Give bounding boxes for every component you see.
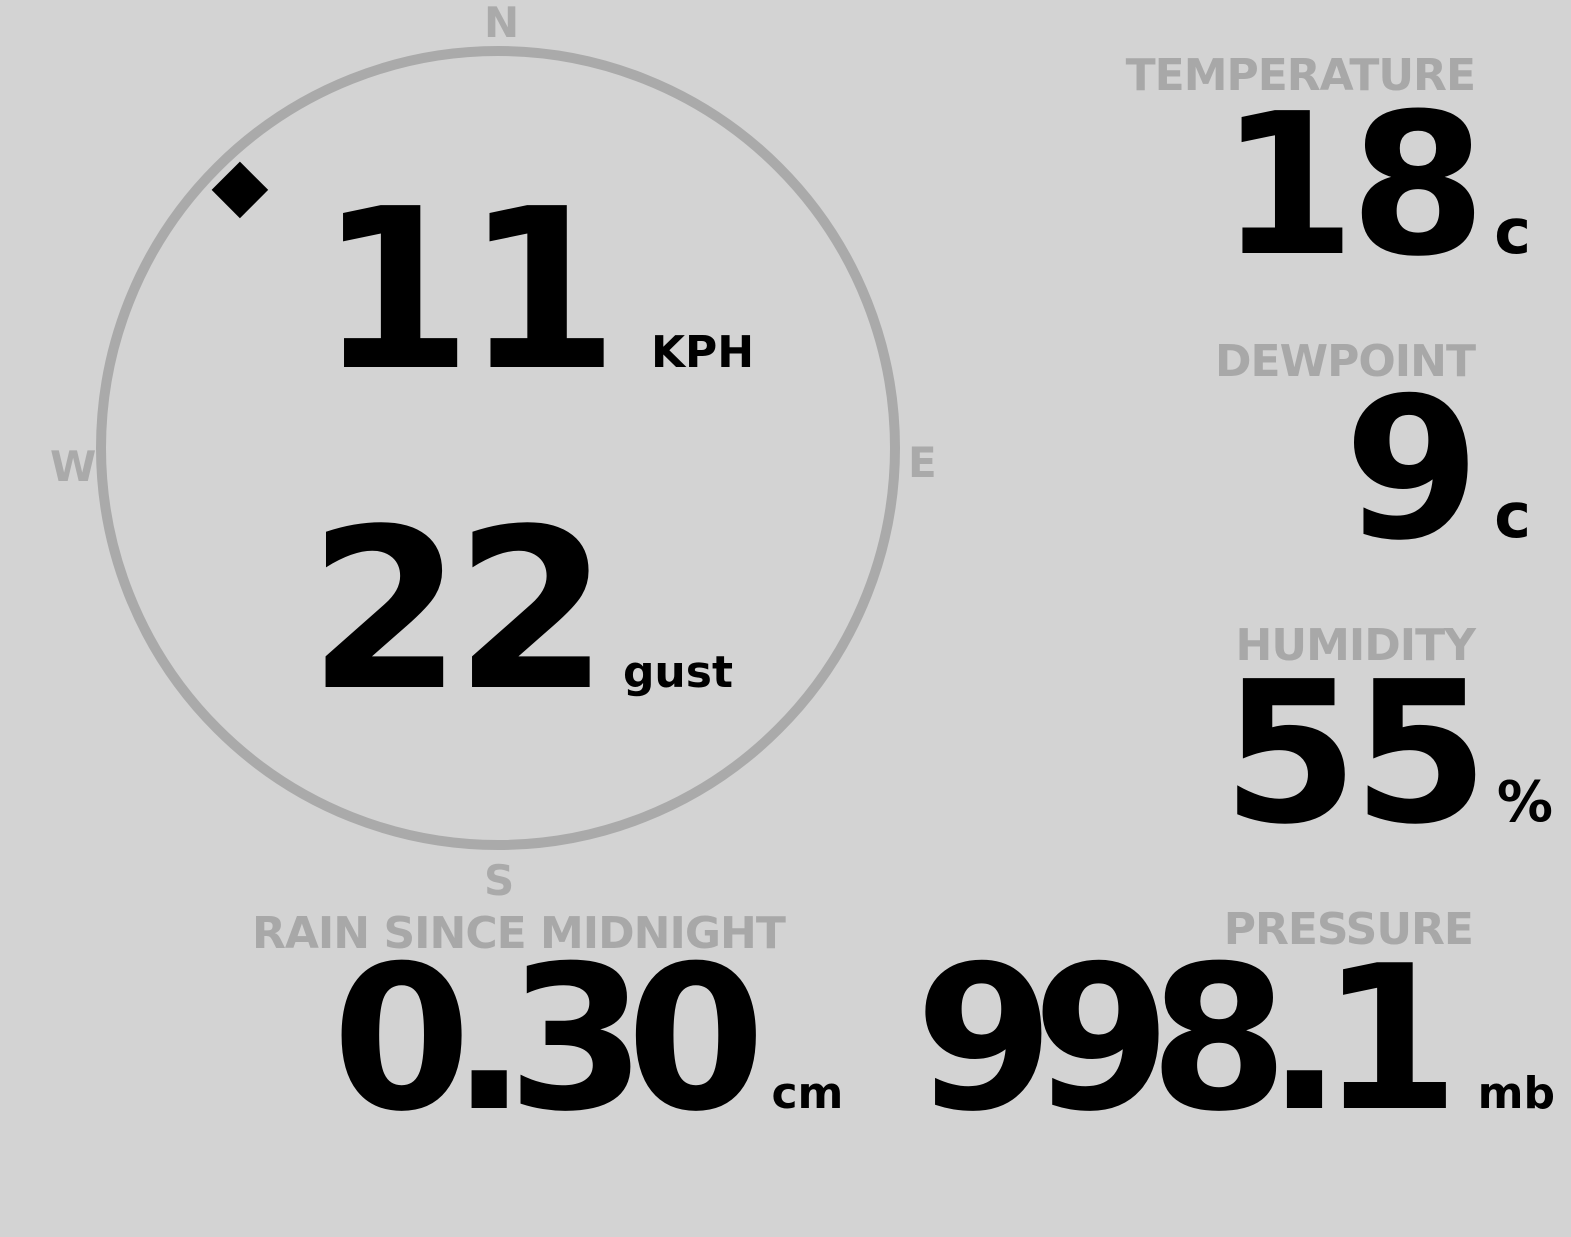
compass-west-label: W xyxy=(50,442,97,491)
rain-stat: 0.30 cm xyxy=(332,940,843,1140)
humidity-stat: 55 % xyxy=(1222,656,1553,852)
temperature-unit: c xyxy=(1494,195,1531,268)
humidity-value: 55 xyxy=(1222,640,1489,868)
wind-speed-unit: KPH xyxy=(650,327,755,378)
compass-north-label: N xyxy=(484,0,520,47)
pressure-value: 998.1 xyxy=(915,923,1460,1156)
temperature-value: 18 xyxy=(1219,72,1486,300)
dewpoint-stat: 9 c xyxy=(1344,372,1531,568)
compass-south-label: S xyxy=(484,856,515,905)
wind-gust: 22 gust xyxy=(308,500,733,722)
pressure-stat: 998.1 mb xyxy=(915,940,1555,1140)
rain-label: RAIN SINCE MIDNIGHT xyxy=(252,908,786,959)
pressure-unit: mb xyxy=(1477,1068,1555,1119)
wind-compass xyxy=(96,46,900,850)
temperature-label: TEMPERATURE xyxy=(1125,50,1476,101)
wind-speed-value: 11 xyxy=(318,162,619,420)
compass-ring xyxy=(96,46,900,850)
compass-east-label: E xyxy=(908,438,937,487)
wind-speed: 11 KPH xyxy=(318,180,754,402)
dewpoint-label: DEWPOINT xyxy=(1215,336,1476,387)
humidity-unit: % xyxy=(1496,770,1553,835)
temperature-stat: 18 c xyxy=(1219,88,1531,284)
pressure-label: PRESSURE xyxy=(1223,904,1474,955)
rain-unit: cm xyxy=(771,1068,844,1119)
wind-gust-value: 22 xyxy=(308,482,609,740)
dewpoint-value: 9 xyxy=(1343,356,1481,584)
dewpoint-unit: c xyxy=(1494,479,1531,552)
wind-direction-marker xyxy=(211,161,269,219)
wind-gust-unit: gust xyxy=(622,647,733,698)
humidity-label: HUMIDITY xyxy=(1235,620,1476,671)
rain-value: 0.30 xyxy=(332,923,765,1156)
